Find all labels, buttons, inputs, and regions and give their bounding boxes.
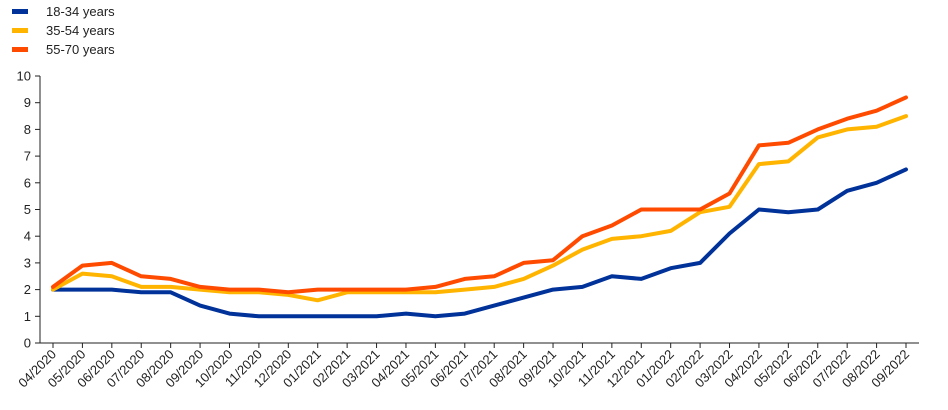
- series-line-35-54-years: [51, 114, 908, 303]
- legend-swatch-35-54: [12, 28, 28, 33]
- legend-swatch-18-34: [12, 9, 28, 14]
- legend-item-35-54: 35-54 years: [12, 21, 115, 40]
- y-tick-label: 7: [24, 149, 31, 164]
- y-tick-label: 0: [24, 336, 31, 351]
- y-tick-label: 10: [17, 69, 31, 84]
- y-tick-label: 6: [24, 175, 31, 190]
- y-tick-label: 3: [24, 255, 31, 270]
- legend: 18-34 years 35-54 years 55-70 years: [12, 2, 115, 59]
- series-line-55-70-years: [51, 95, 908, 295]
- y-tick-label: 2: [24, 282, 31, 297]
- legend-label-18-34: 18-34 years: [46, 4, 115, 19]
- legend-item-55-70: 55-70 years: [12, 40, 115, 59]
- y-tick-label: 4: [24, 229, 31, 244]
- legend-swatch-55-70: [12, 47, 28, 52]
- y-tick-label: 9: [24, 95, 31, 110]
- series-line-18-34-years: [51, 167, 908, 319]
- y-tick-label: 8: [24, 122, 31, 137]
- legend-label-55-70: 55-70 years: [46, 42, 115, 57]
- y-tick-label: 1: [24, 309, 31, 324]
- legend-item-18-34: 18-34 years: [12, 2, 115, 21]
- y-tick-label: 5: [24, 202, 31, 217]
- legend-label-35-54: 35-54 years: [46, 23, 115, 38]
